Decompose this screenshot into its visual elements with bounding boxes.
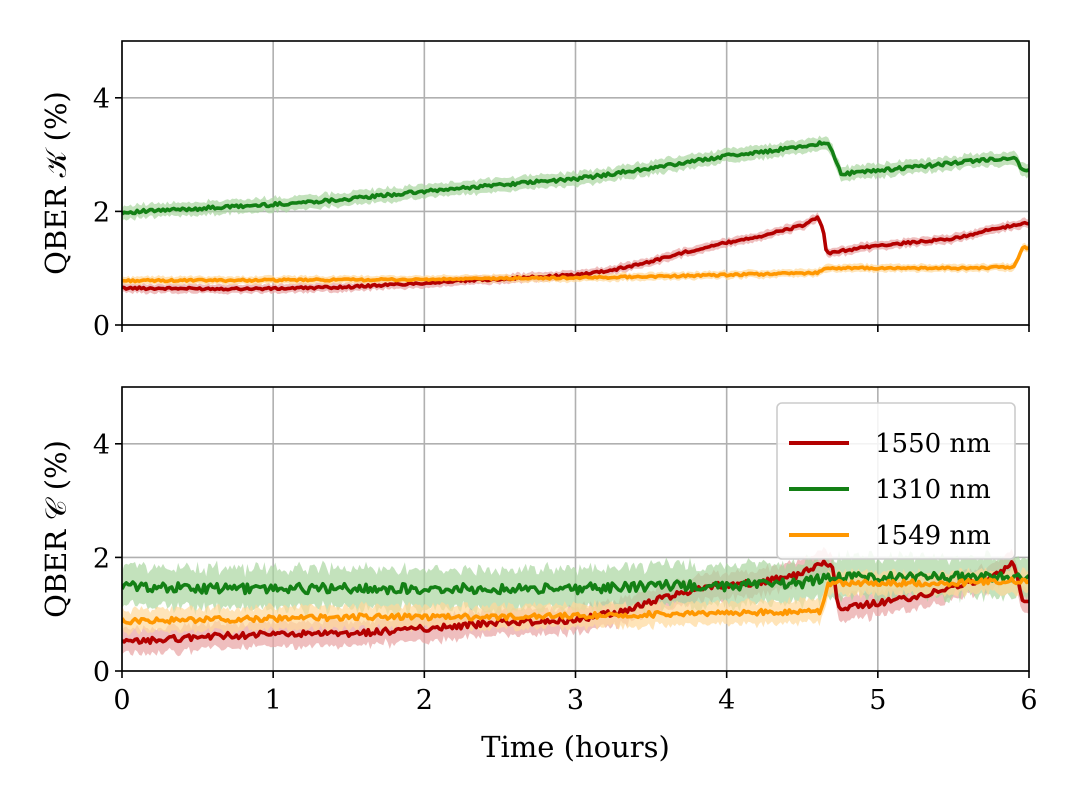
x-axis-label: Time (hours) <box>481 730 670 764</box>
plot-area <box>122 546 1029 657</box>
x-tick-label: 0 <box>113 685 130 716</box>
x-tick-label: 3 <box>567 685 584 716</box>
x-tick-label: 6 <box>1020 685 1037 716</box>
legend-label-1549-nm: 1549 nm <box>875 521 991 551</box>
series-line-1549-nm <box>122 576 1029 626</box>
x-tick-label: 4 <box>718 685 735 716</box>
y-axis-label: QBER 𝒦 (%) <box>39 91 73 275</box>
legend-label-1550-nm: 1550 nm <box>875 429 991 459</box>
y-tick-label: 0 <box>93 657 110 688</box>
series-line-1550-nm <box>122 559 1029 645</box>
plot-area <box>122 135 1029 295</box>
y-tick-label: 0 <box>93 311 110 342</box>
series-line-1310-nm <box>122 140 1029 216</box>
y-tick-label: 2 <box>93 197 110 228</box>
series-line-1310-nm <box>122 570 1029 596</box>
y-tick-label: 4 <box>93 84 110 115</box>
chart-panel-1: 0 2 4 QBER 𝒦 (%) <box>39 40 1030 342</box>
legend-label-1310-nm: 1310 nm <box>875 475 991 505</box>
band-1549-nm <box>122 242 1029 286</box>
y-tick-label: 2 <box>93 543 110 574</box>
x-tick-label: 2 <box>416 685 433 716</box>
y-tick-label: 4 <box>93 430 110 461</box>
x-tick-label: 1 <box>265 685 282 716</box>
legend: 1550 nm 1310 nm 1549 nm <box>776 402 1016 560</box>
grid <box>121 41 1030 326</box>
series-line-1549-nm <box>122 245 1029 284</box>
x-tick-label: 5 <box>869 685 886 716</box>
y-axis-label: QBER 𝒞 (%) <box>39 440 73 618</box>
